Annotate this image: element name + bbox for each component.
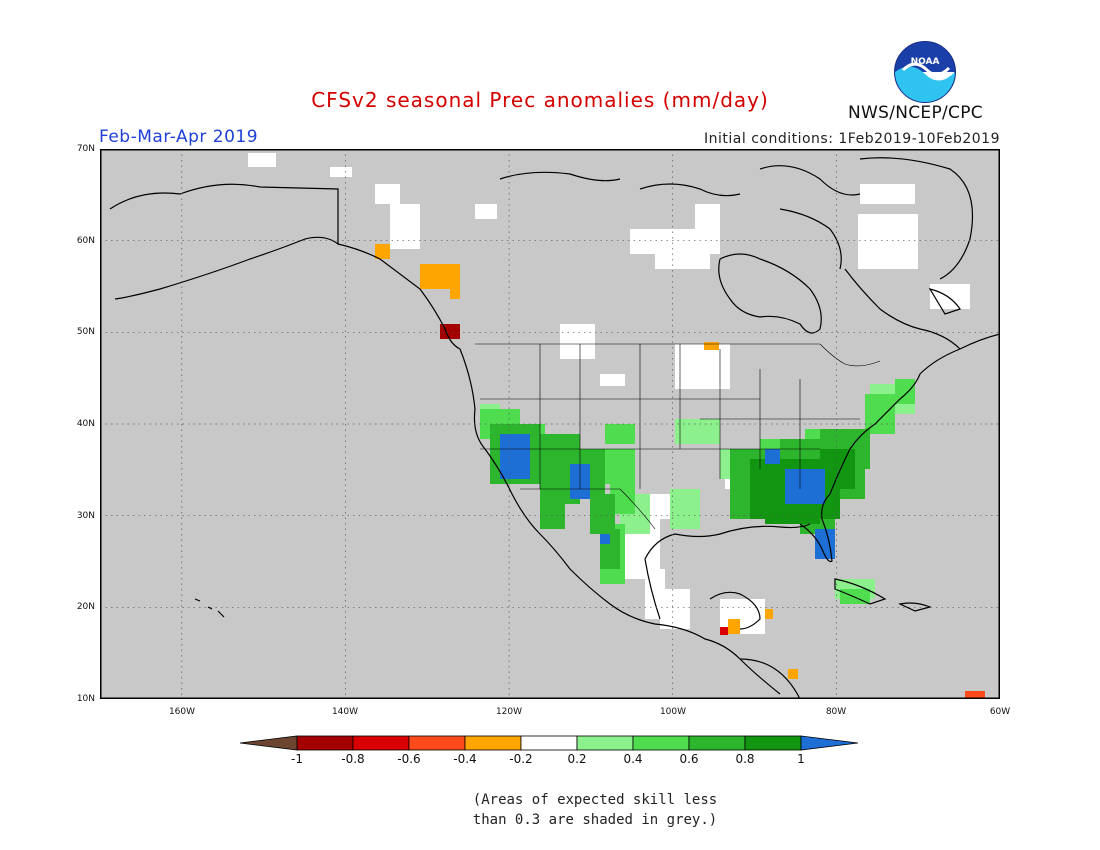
lat-label-60n: 60N [76, 236, 95, 246]
colorbar-swatch [744, 735, 802, 751]
colorbar-swatch [576, 735, 634, 751]
colorbar-swatch [520, 735, 578, 751]
colorbar-right-arrow [800, 735, 859, 751]
political-borders [337, 189, 881, 530]
lon-label-120w: 120W [495, 707, 523, 717]
skill-note-line-1: (Areas of expected skill less [472, 792, 718, 808]
map-title: CFSv2 seasonal Prec anomalies (mm/day) [311, 88, 769, 112]
lon-label-140w: 140W [331, 707, 359, 717]
colorbar-tick-label: -1 [291, 752, 303, 766]
map-frame [100, 149, 1000, 699]
lon-label-160w: 160W [168, 707, 196, 717]
season-label: Feb-Mar-Apr 2019 [99, 127, 259, 147]
lon-label-100w: 100W [659, 707, 687, 717]
colorbar-swatch [688, 735, 746, 751]
noaa-logo-text: NOAA [911, 57, 940, 67]
noaa-logo-icon: NOAA [893, 40, 957, 108]
colorbar-swatch [632, 735, 690, 751]
initial-conditions-label: Initial conditions: 1Feb2019-10Feb2019 [704, 131, 1000, 147]
colorbar-left-arrow [239, 735, 298, 751]
colorbar-tick-label: 0.8 [735, 752, 755, 766]
colorbar-tick-label: -0.2 [509, 752, 533, 766]
colorbar-tick-label: 0.6 [679, 752, 699, 766]
skill-note-line-2: than 0.3 are shaded in grey.) [472, 812, 718, 828]
lat-label-40n: 40N [76, 419, 95, 429]
agency-label: NWS/NCEP/CPC [848, 103, 983, 123]
anomaly-map [100, 149, 1000, 699]
lat-label-20n: 20N [76, 602, 95, 612]
anomaly-above-1-areas [500, 434, 835, 559]
colorbar-swatch [464, 735, 522, 751]
colorbar-swatch [296, 735, 354, 751]
lon-label-60w: 60W [989, 707, 1011, 717]
lon-label-80w: 80W [825, 707, 847, 717]
colorbar-tick-label: -0.8 [341, 752, 365, 766]
colorbar-tick-label: -0.6 [397, 752, 421, 766]
skill-note: (Areas of expected skill less than 0.3 a… [0, 790, 1100, 830]
lat-label-30n: 30N [76, 511, 95, 521]
colorbar [239, 735, 859, 751]
colorbar-tick-label: 0.4 [623, 752, 643, 766]
colorbar-tick-label: 0.2 [567, 752, 587, 766]
colorbar-swatch [408, 735, 466, 751]
coastlines [109, 157, 1000, 699]
lat-label-70n: 70N [76, 144, 95, 154]
colorbar-tick-label: -0.4 [453, 752, 477, 766]
lat-label-10n: 10N [76, 694, 95, 704]
lat-label-50n: 50N [76, 327, 95, 337]
colorbar-swatch [352, 735, 410, 751]
colorbar-tick-label: 1 [797, 752, 805, 766]
grid-lines [100, 149, 1000, 699]
